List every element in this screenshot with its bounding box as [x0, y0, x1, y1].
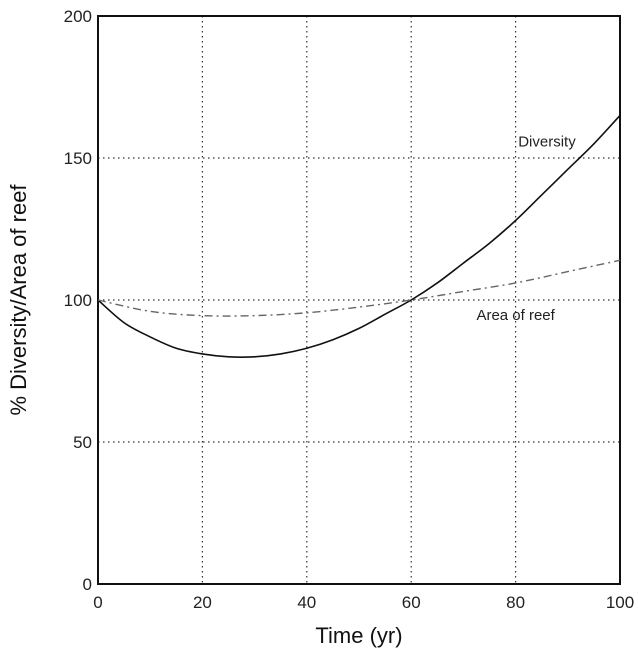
- x-tick-label: 20: [193, 593, 212, 612]
- series-lines: [97, 114, 621, 358]
- x-tick-label: 80: [506, 593, 525, 612]
- y-tick-label: 200: [64, 7, 92, 26]
- series-line-area-of-reef: [97, 259, 621, 317]
- grid-lines: [98, 16, 620, 584]
- x-tick-label: 0: [93, 593, 102, 612]
- series-line-diversity: [97, 114, 621, 358]
- y-tick-label: 0: [83, 575, 92, 594]
- series-label-area-of-reef: Area of reef: [476, 307, 555, 324]
- x-tick-label: 100: [606, 593, 634, 612]
- x-tick-label: 40: [297, 593, 316, 612]
- y-axis-label: % Diversity/Area of reef: [6, 184, 31, 416]
- y-tick-label: 150: [64, 149, 92, 168]
- x-tick-label: 60: [402, 593, 421, 612]
- series-label-diversity: Diversity: [518, 134, 576, 151]
- series-labels: Diversity Area of reef: [476, 134, 576, 324]
- y-tick-label: 100: [64, 291, 92, 310]
- y-tick-label: 50: [73, 433, 92, 452]
- x-axis-label: Time (yr): [315, 623, 402, 648]
- tick-labels: 0 20 40 60 80 100 0 50 100 150 200: [64, 7, 635, 612]
